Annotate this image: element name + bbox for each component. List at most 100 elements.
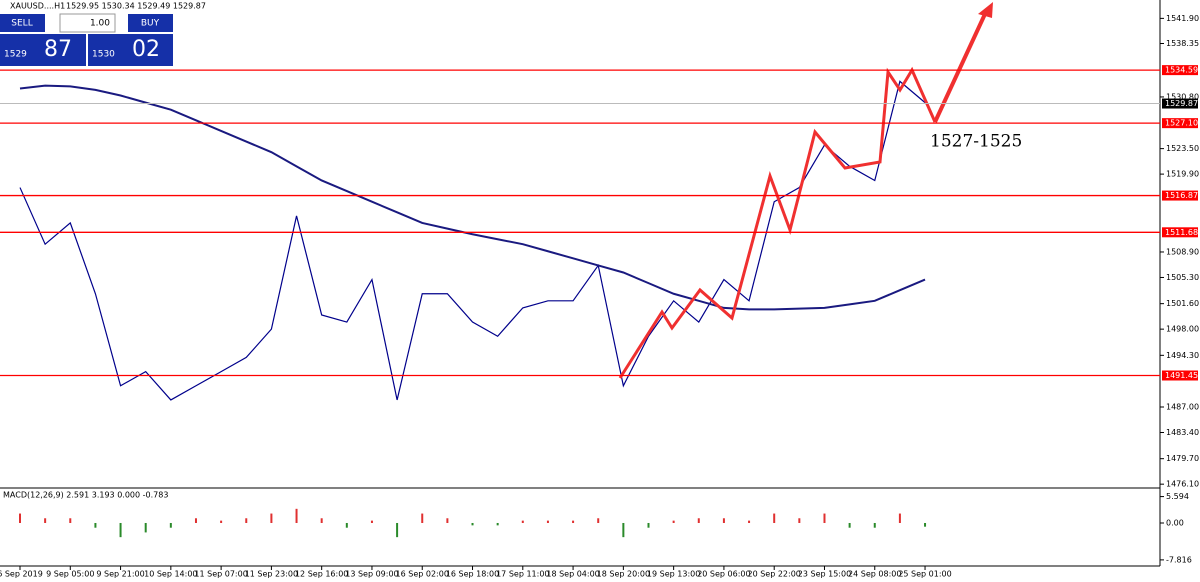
buy-price-small: 1530 — [92, 50, 115, 60]
macd-bar — [270, 513, 273, 523]
lot-value: 1.00 — [90, 19, 110, 29]
annotation: 1527-1525 — [930, 132, 1022, 152]
macd-bar — [220, 520, 223, 523]
trade-panel: SELL 1.00 BUY 1529 87 1530 02 — [0, 13, 173, 66]
symbol: XAUUSD....H1 — [10, 2, 65, 11]
sell-price-big: 87 — [44, 37, 72, 62]
macd-bar — [295, 508, 298, 523]
macd-bar — [119, 522, 122, 538]
y-tick-label: 1487.00 — [1166, 403, 1199, 412]
macd-bar — [823, 513, 826, 523]
buy-price-box[interactable] — [88, 34, 173, 66]
y-tick-label: 1508.90 — [1166, 247, 1199, 256]
macd-bar — [572, 520, 575, 523]
y-tick-label: 1530.80 — [1166, 92, 1199, 101]
buy-label: BUY — [141, 19, 160, 29]
price-line — [19, 80, 926, 401]
macd-bar — [94, 522, 97, 528]
level-box — [1162, 227, 1198, 238]
level-label: 1534.59 — [1165, 66, 1198, 75]
x-tick-label: 23 Sep 15:00 — [798, 570, 851, 579]
x-tick-label: 18 Sep 20:00 — [597, 570, 650, 579]
level-box — [1162, 118, 1198, 129]
macd-bar — [471, 522, 474, 526]
buy-price-big: 02 — [132, 37, 160, 62]
y-tick-label: 1498.00 — [1166, 325, 1199, 334]
macd-bar — [396, 522, 399, 538]
level-label: 1491.45 — [1165, 371, 1198, 380]
x-tick-label: 25 Sep 01:00 — [898, 570, 951, 579]
macd-bar — [647, 522, 650, 528]
macd-bar — [496, 522, 499, 526]
y-tick-label: 1523.50 — [1166, 144, 1199, 153]
ohlc: 1529.95 1530.34 1529.49 1529.87 — [66, 2, 206, 11]
price-line — [19, 84, 926, 311]
x-tick-label: 10 Sep 14:00 — [144, 570, 197, 579]
x-tick-label: 11 Sep 07:00 — [194, 570, 247, 579]
macd-bar — [144, 522, 147, 533]
level-box — [1162, 370, 1198, 381]
y-tick-label: 1538.35 — [1166, 39, 1199, 48]
x-tick-label: 18 Sep 04:00 — [546, 570, 599, 579]
macd-bar — [320, 518, 323, 523]
zigzag-arrow — [618, 66, 937, 379]
y-tick-label: 1519.90 — [1166, 170, 1199, 179]
current-price-label: 1529.87 — [1165, 99, 1198, 108]
macd-bar — [421, 513, 424, 523]
macd-bar — [194, 518, 197, 523]
macd-bar — [19, 513, 21, 523]
x-tick-label: 9 Sep 21:00 — [96, 570, 144, 579]
macd-bar — [848, 522, 851, 528]
macd-bar — [898, 513, 901, 523]
buy-button[interactable] — [128, 14, 173, 32]
x-tick-label: 24 Sep 08:00 — [848, 570, 901, 579]
macd-bar — [245, 518, 248, 523]
sell-button[interactable] — [0, 14, 45, 32]
y-tick-label: 1541.90 — [1166, 14, 1199, 23]
macd-bar — [672, 520, 675, 523]
x-tick-label: 16 Sep 18:00 — [446, 570, 499, 579]
macd-title: MACD(12,26,9) 2.591 3.193 0.000 -0.783 — [3, 491, 168, 500]
y-tick-label: 1505.30 — [1166, 273, 1199, 282]
macd-bar — [748, 520, 751, 523]
x-tick-label: 12 Sep 16:00 — [295, 570, 348, 579]
y-tick-label: 1501.60 — [1166, 299, 1199, 308]
x-tick-label: 6 Sep 2019 — [0, 570, 43, 579]
x-tick-label: 20 Sep 22:00 — [747, 570, 800, 579]
macd-bar — [44, 518, 47, 523]
level-box — [1162, 190, 1198, 201]
x-tick-label: 11 Sep 23:00 — [245, 570, 298, 579]
macd-bar — [597, 518, 600, 523]
y-tick-label: 1479.70 — [1166, 454, 1199, 463]
lot-input[interactable] — [59, 13, 116, 33]
y-tick-label: 1483.40 — [1166, 428, 1199, 437]
level-label: 1527.10 — [1165, 119, 1198, 128]
y-tick-label: 5.594 — [1166, 492, 1189, 501]
sell-label: SELL — [11, 19, 32, 29]
macd-bar — [773, 513, 776, 523]
y-tick-label: 0.00 — [1166, 518, 1184, 527]
macd-bar — [69, 518, 72, 523]
macd-bar — [345, 522, 348, 528]
x-tick-label: 13 Sep 09:00 — [345, 570, 398, 579]
macd-bar — [697, 518, 700, 523]
macd-bar — [722, 518, 725, 523]
level-label: 1511.68 — [1165, 228, 1198, 237]
macd-bar — [169, 522, 172, 528]
level-box — [1162, 65, 1198, 76]
y-tick-label: 1476.10 — [1166, 480, 1199, 489]
y-tick-label: 1494.30 — [1166, 351, 1199, 360]
macd-bar — [873, 522, 876, 528]
level-label: 1516.87 — [1165, 191, 1198, 200]
x-tick-label: 16 Sep 02:00 — [396, 570, 449, 579]
macd-bar — [622, 522, 625, 538]
sell-price-box[interactable] — [0, 34, 86, 66]
arrow-head — [978, 2, 993, 18]
x-tick-label: 9 Sep 05:00 — [46, 570, 94, 579]
macd-bar — [546, 520, 549, 523]
x-tick-label: 17 Sep 11:00 — [496, 570, 549, 579]
macd-bar — [446, 518, 449, 523]
x-tick-label: 20 Sep 06:00 — [697, 570, 750, 579]
